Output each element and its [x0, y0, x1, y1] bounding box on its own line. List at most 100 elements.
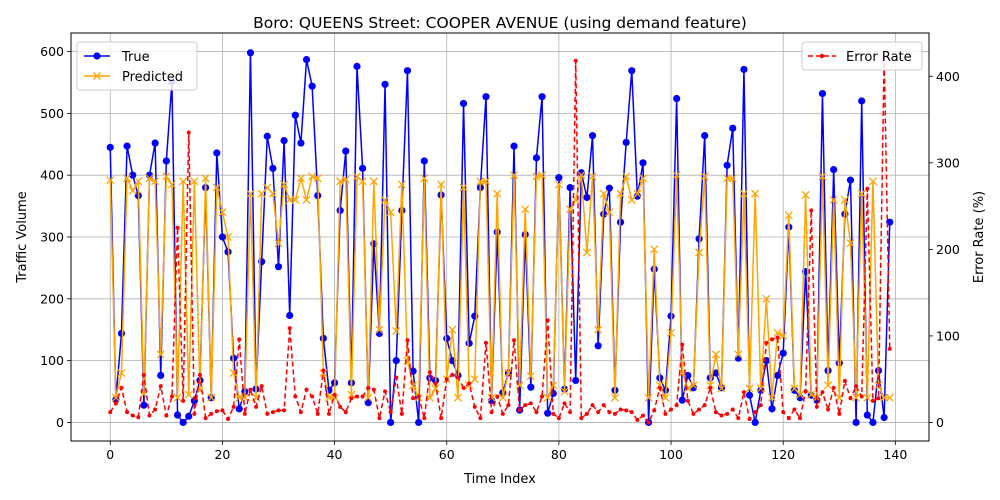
data-point-predicted	[605, 208, 614, 217]
data-point-predicted	[599, 189, 608, 198]
data-point-true	[291, 111, 299, 119]
data-point-error-rate	[270, 410, 275, 415]
data-point-predicted	[375, 325, 384, 334]
data-point-true	[106, 143, 114, 151]
data-point-predicted	[700, 172, 709, 181]
data-point-predicted	[672, 171, 681, 180]
x-axis-title: Time Index	[463, 472, 536, 487]
data-point-true	[566, 183, 574, 192]
data-point-predicted	[622, 172, 631, 181]
data-point-error-rate	[775, 335, 780, 340]
data-point-error-rate	[831, 385, 836, 390]
data-point-true	[179, 418, 187, 427]
series-line-predicted	[109, 174, 890, 399]
data-point-true	[712, 369, 720, 377]
axes: 0 20 40 60 80 100 120 140 0 100 200 300 400 500 600 0 10…	[40, 44, 960, 462]
data-point-error-rate	[433, 381, 438, 386]
data-point-error-rate	[680, 342, 685, 347]
data-point-error-rate	[136, 415, 141, 420]
data-point-error-rate	[803, 389, 808, 394]
data-point-true	[123, 142, 131, 150]
data-point-predicted	[773, 328, 782, 337]
data-point-true	[605, 184, 613, 192]
data-point-true	[375, 329, 384, 338]
data-point-predicted	[706, 381, 715, 390]
data-point-predicted	[779, 331, 788, 340]
data-point-error-rate	[181, 398, 186, 403]
data-point-predicted	[117, 368, 126, 378]
data-point-error-rate	[444, 377, 449, 382]
data-point-true	[280, 136, 288, 145]
data-point-error-rate	[809, 208, 814, 213]
data-point-predicted	[397, 180, 406, 189]
data-point-predicted	[644, 393, 653, 402]
legend-right-frame	[801, 41, 923, 71]
data-point-error-rate	[332, 392, 337, 397]
data-point-true	[858, 97, 866, 105]
data-point-predicted	[151, 177, 160, 186]
data-point-predicted	[526, 372, 535, 381]
data-point-error-rate	[220, 408, 225, 413]
data-point-error-rate	[125, 410, 130, 415]
data-point-true	[616, 218, 625, 226]
data-point-error-rate	[355, 394, 359, 399]
data-point-true	[527, 383, 535, 391]
data-point-predicted	[347, 390, 356, 399]
data-point-error-rate	[674, 403, 679, 408]
data-point-error-rate	[214, 409, 219, 414]
data-point-true	[140, 401, 148, 409]
data-point-predicted	[683, 384, 692, 393]
data-point-predicted	[190, 177, 199, 186]
data-point-predicted	[470, 375, 479, 384]
data-point-true	[381, 80, 389, 88]
data-point-error-rate	[265, 411, 270, 416]
data-point-true	[633, 192, 641, 200]
data-point-true	[818, 89, 827, 98]
data-point-true	[532, 154, 541, 162]
data-point-predicted	[745, 384, 754, 393]
data-point-true	[274, 263, 283, 271]
data-point-true	[308, 82, 316, 90]
data-point-true	[359, 164, 367, 172]
data-point-error-rate	[276, 408, 281, 413]
data-point-predicted	[425, 393, 434, 402]
data-point-true	[555, 174, 563, 182]
data-point-predicted	[453, 393, 463, 402]
data-point-error-rate	[826, 407, 831, 412]
data-point-true	[734, 354, 742, 362]
data-point-predicted	[751, 189, 760, 198]
chart-title: Boro: QUEENS Street: COOPER AVENUE (usin…	[253, 14, 747, 32]
data-point-error-rate	[758, 403, 763, 408]
data-point-error-rate	[870, 398, 875, 403]
x-tick-label: 20	[214, 447, 230, 462]
data-point-error-rate	[237, 337, 242, 342]
data-point-predicted	[156, 350, 165, 359]
data-point-true	[521, 230, 529, 239]
series-error-rate	[108, 55, 892, 425]
data-point-error-rate	[528, 401, 533, 406]
data-point-error-rate	[820, 390, 825, 395]
x-tick-label: 40	[327, 447, 343, 462]
data-point-error-rate	[360, 394, 365, 399]
data-point-true	[678, 396, 686, 404]
data-point-predicted	[313, 174, 322, 183]
data-point-predicted	[767, 393, 777, 402]
data-point-true	[353, 62, 361, 70]
data-point-error-rate	[540, 394, 545, 399]
data-point-predicted	[734, 350, 743, 359]
data-point-predicted	[386, 208, 395, 217]
data-point-error-rate	[500, 411, 505, 416]
data-point-error-rate	[254, 404, 259, 409]
data-point-predicted	[610, 393, 620, 402]
data-point-error-rate	[842, 378, 847, 383]
data-point-true	[745, 391, 754, 399]
data-point-error-rate	[612, 411, 617, 416]
series-layer	[106, 49, 894, 427]
data-point-error-rate	[786, 416, 791, 421]
data-point-error-rate	[624, 408, 629, 413]
data-point-predicted	[184, 390, 193, 399]
data-point-predicted	[358, 177, 367, 186]
data-point-error-rate	[203, 416, 208, 421]
y-tick-label: 200	[40, 291, 64, 306]
data-point-true	[117, 329, 126, 338]
